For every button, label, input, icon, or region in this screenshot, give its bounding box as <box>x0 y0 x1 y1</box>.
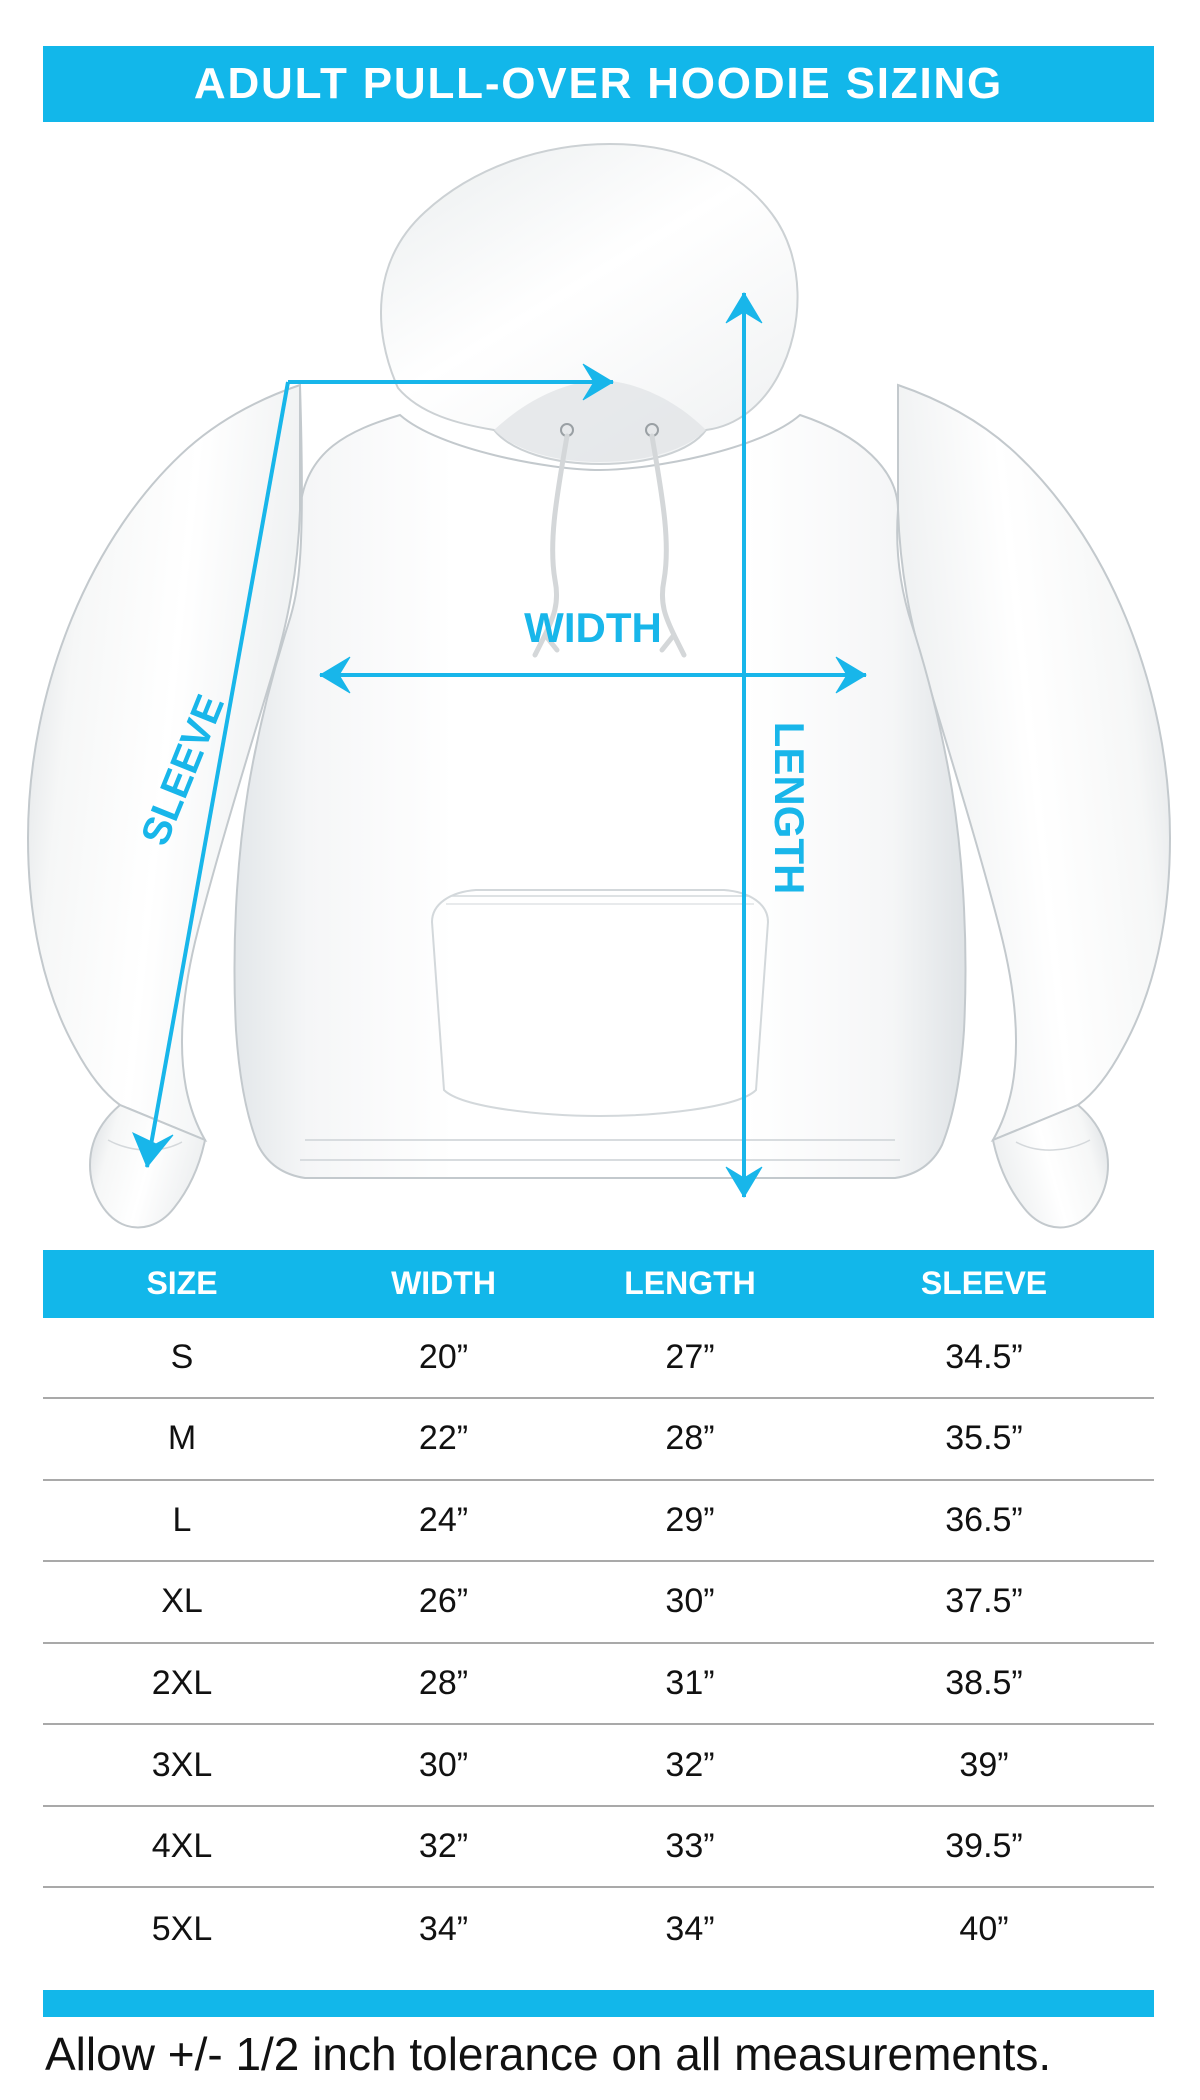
svg-text:LENGTH: LENGTH <box>766 722 813 895</box>
svg-text:WIDTH: WIDTH <box>524 604 662 651</box>
